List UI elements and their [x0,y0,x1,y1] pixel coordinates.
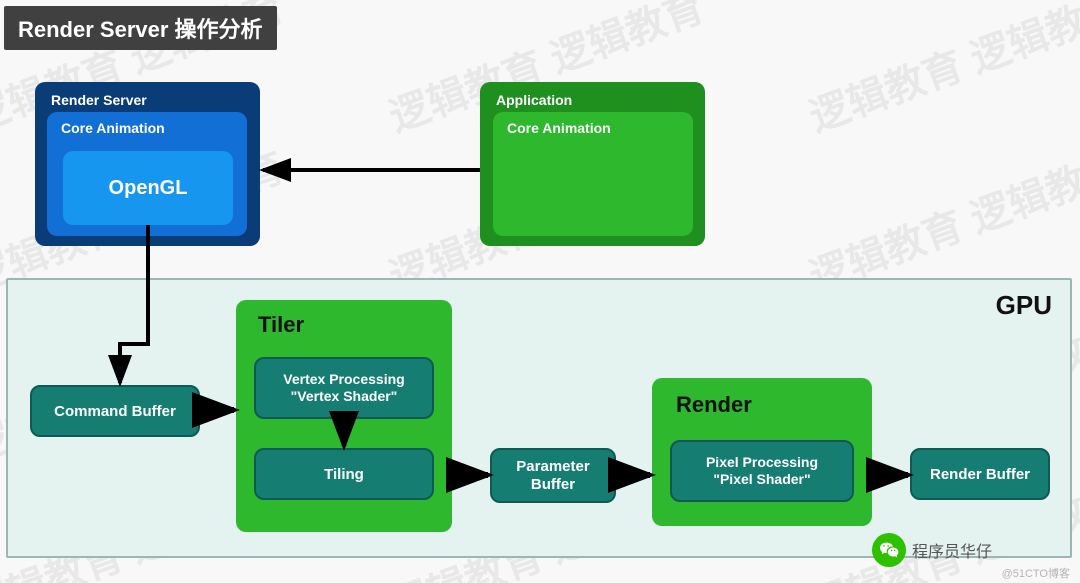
pixel-label-1: Pixel Processing [706,454,818,471]
command-buffer-box: Command Buffer [30,385,200,437]
core-animation-box-2: Core Animation [493,112,693,236]
render-server-label: Render Server [51,92,147,108]
wechat-icon [872,533,906,567]
opengl-box: OpenGL [63,151,233,225]
pixel-box: Pixel Processing "Pixel Shader" [670,440,854,502]
tiling-label: Tiling [324,466,364,483]
vertex-box: Vertex Processing "Vertex Shader" [254,357,434,419]
parameter-buffer-label-1: Parameter [516,458,589,475]
pixel-label-2: "Pixel Shader" [713,471,810,488]
gpu-label: GPU [996,290,1052,321]
vertex-label-1: Vertex Processing [283,371,404,388]
credit-text: @51CTO博客 [1002,565,1070,581]
core-animation-label-1: Core Animation [61,120,165,136]
opengl-label: OpenGL [109,177,188,200]
page-title: Render Server 操作分析 [4,6,277,50]
tiling-box: Tiling [254,448,434,500]
application-label: Application [496,92,572,108]
tiler-label: Tiler [258,312,304,338]
parameter-buffer-label-2: Buffer [531,476,575,493]
vertex-label-2: "Vertex Shader" [291,388,398,405]
render-label: Render [676,392,752,418]
render-buffer-box: Render Buffer [910,448,1050,500]
wechat-text: 程序员华仔 [912,538,992,562]
render-buffer-label: Render Buffer [930,466,1030,483]
command-buffer-label: Command Buffer [54,403,176,420]
wechat-badge: 程序员华仔 [872,533,992,567]
core-animation-label-2: Core Animation [507,120,611,136]
parameter-buffer-box: Parameter Buffer [490,448,616,503]
